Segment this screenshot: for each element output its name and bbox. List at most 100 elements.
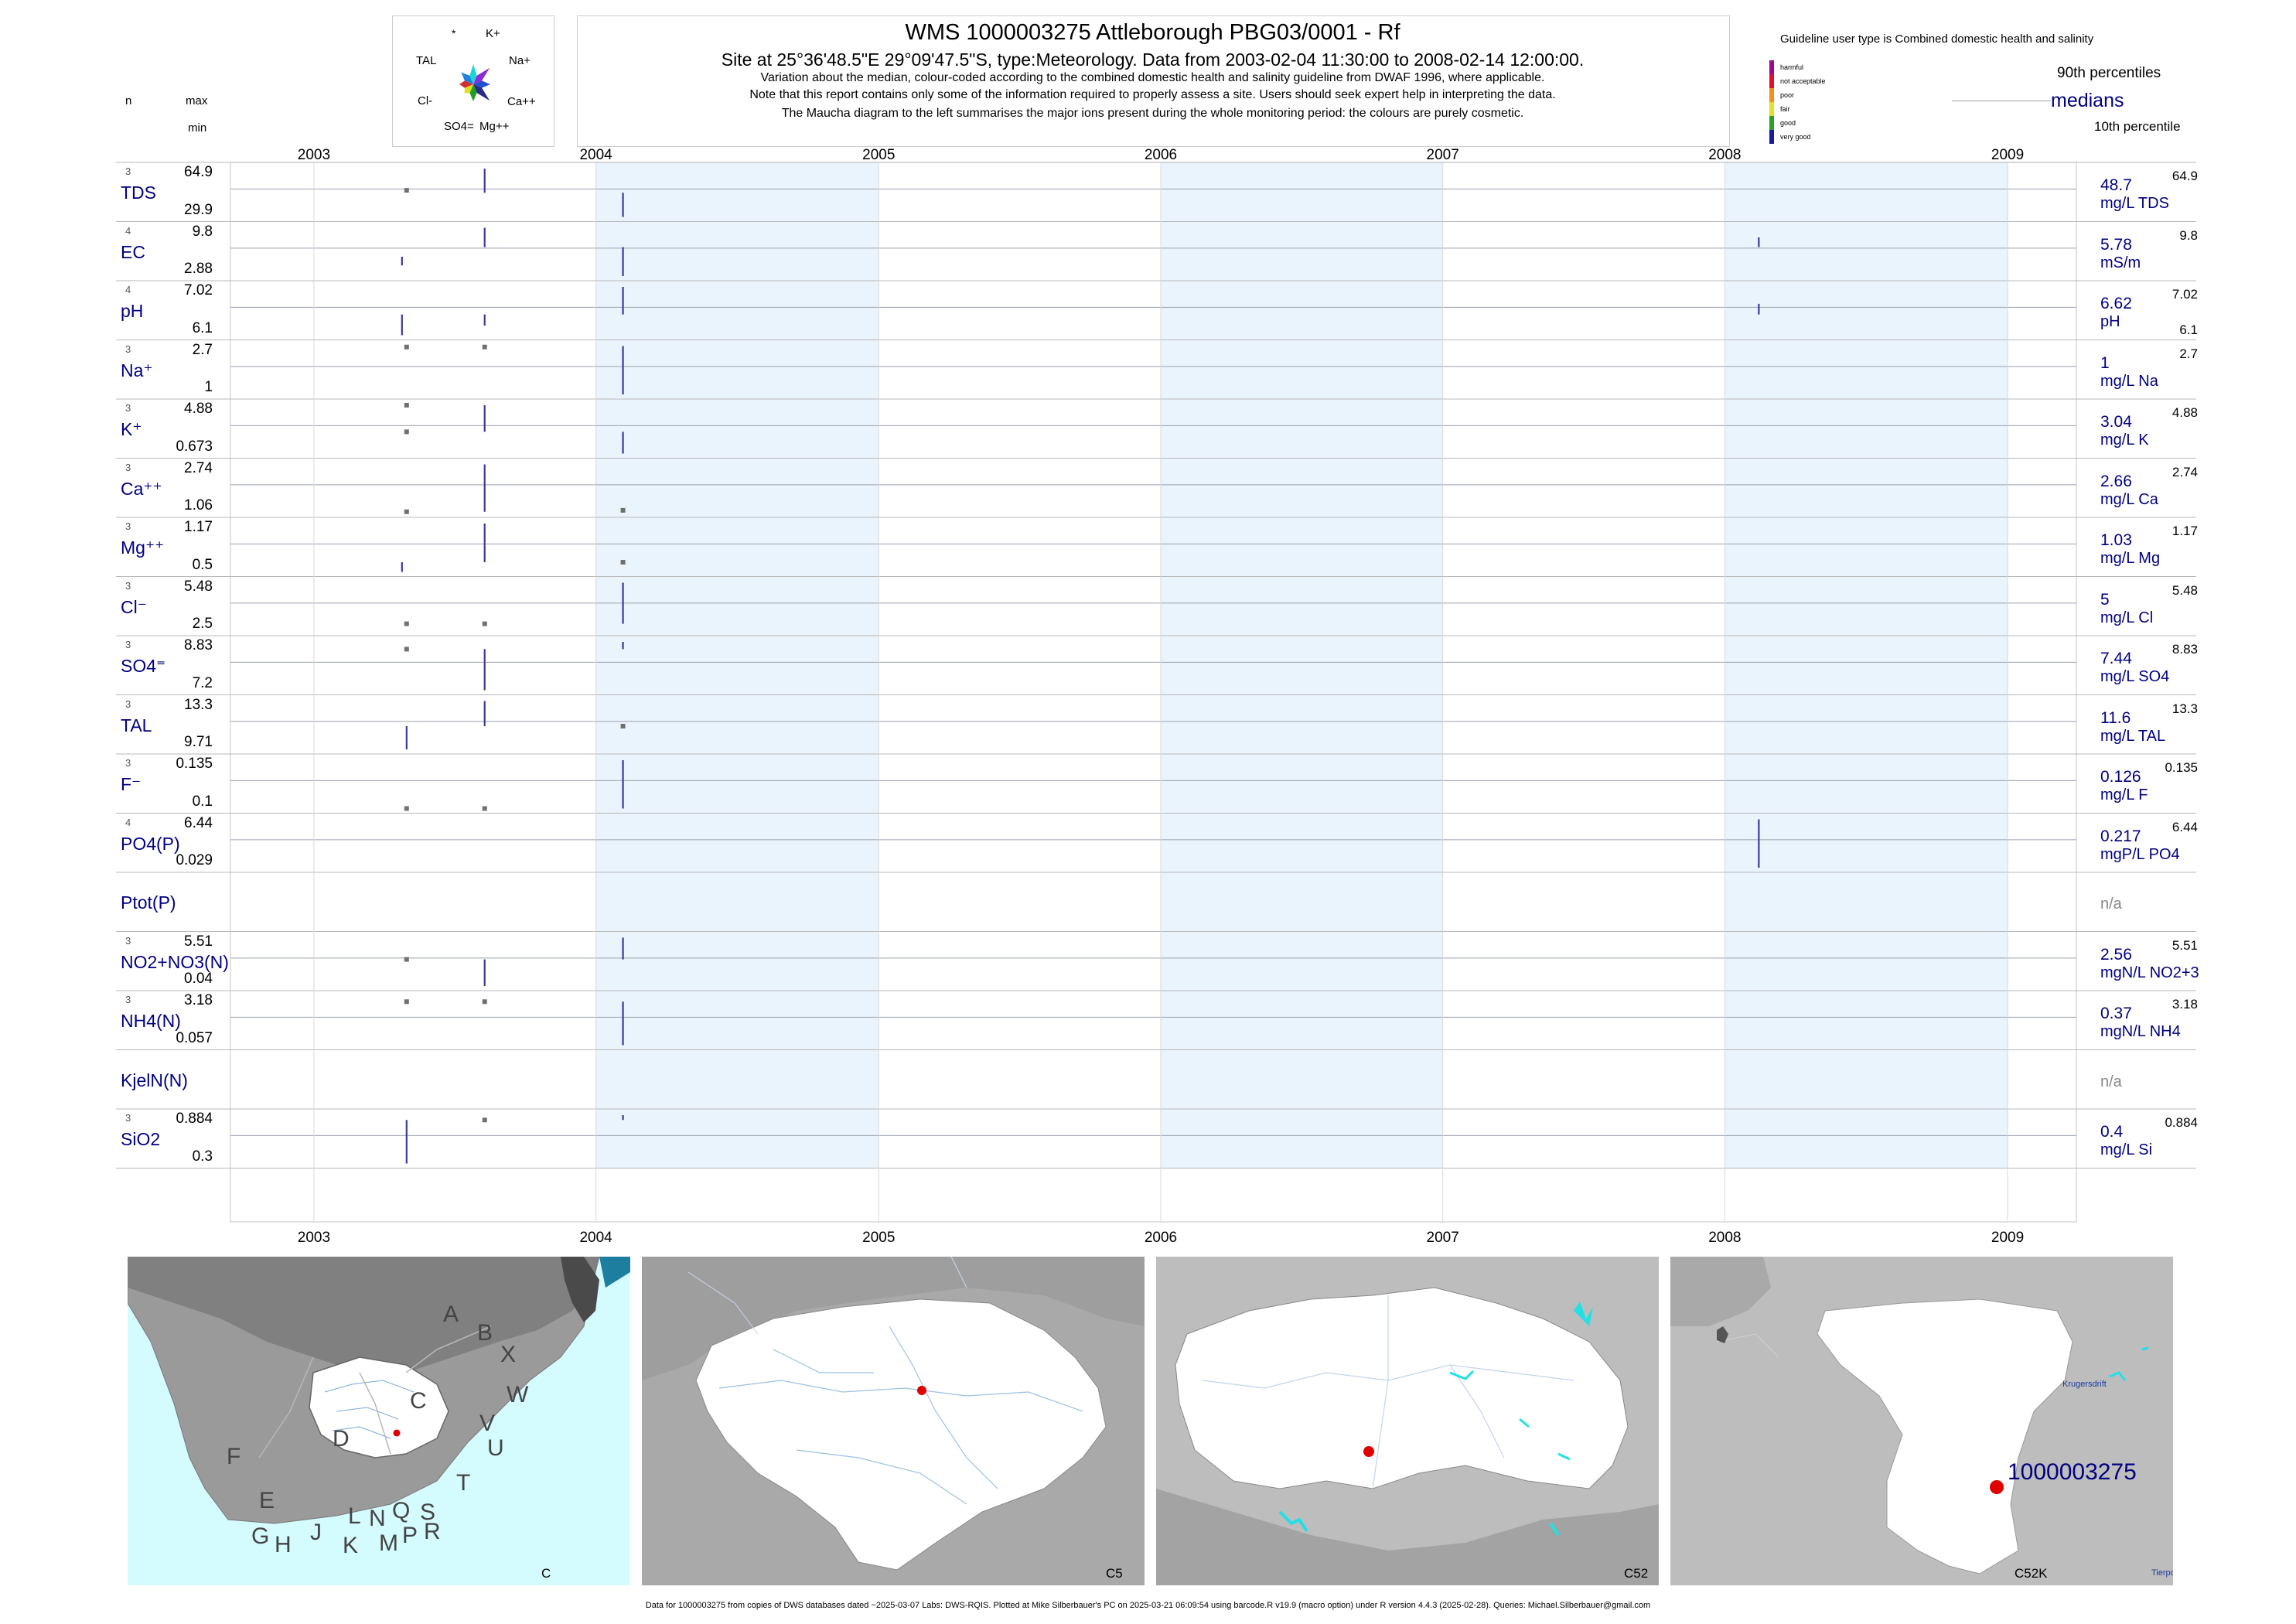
panel-name-po4-p: PO4(P) — [121, 833, 180, 854]
panel-min-k: 0.673 — [176, 438, 213, 455]
guideline-level-not-acceptable: not acceptable — [1780, 77, 1826, 85]
panel-n-po4-p: 4 — [125, 816, 131, 828]
note-3: The Maucha diagram to the left summarise… — [781, 107, 1524, 120]
year-tick-top-2003: 2003 — [298, 147, 330, 163]
panel-p90-tds: 64.9 — [2171, 169, 2198, 183]
map-letter-l: L — [348, 1503, 361, 1529]
panel-n-nh4-n: 3 — [125, 994, 131, 1005]
map-c52: C52 — [1156, 1257, 1659, 1585]
panel-na-kjeln-n: n/a — [2100, 1073, 2122, 1090]
guideline-colour-good — [1769, 116, 1774, 130]
panel-min-na: 1 — [204, 379, 213, 395]
panel-min-tds: 29.9 — [184, 201, 213, 218]
panel-n-na: 3 — [125, 343, 131, 355]
panel-median-nh4-n: 0.37 — [2100, 1005, 2132, 1022]
panel-unit-nh4-n: mgN/L NH4 — [2100, 1023, 2181, 1040]
map-site-marker-c52 — [1363, 1446, 1374, 1457]
year-tick-bottom-2005: 2005 — [862, 1230, 895, 1245]
data-point-tal — [620, 724, 626, 728]
map-town-tierpo: Tierpo — [2151, 1568, 2173, 1578]
data-point-nh4-n — [482, 999, 487, 1005]
maucha-label-tal: TAL — [416, 54, 436, 67]
panel-p90-ec: 9.8 — [2179, 227, 2198, 243]
panel-name-k: K⁺ — [121, 419, 142, 439]
panel-name-cl: Cl⁻ — [121, 596, 147, 617]
panel-name-nh4-n: NH4(N) — [121, 1011, 181, 1031]
strip-chart: 2003 2003 2004 2004 2005 2005 2006 2006 2007 2007… — [116, 147, 2196, 1245]
data-point-nh4-n — [404, 999, 409, 1005]
panel-max-k: 4.88 — [184, 401, 213, 417]
map-letter-p: P — [402, 1523, 418, 1548]
data-point-sio2 — [482, 1117, 487, 1123]
title-box — [577, 15, 1730, 147]
panel-unit-cl: mg/L Cl — [2100, 609, 2154, 626]
shaded-year-2006 — [1160, 162, 1443, 1169]
panel-max-sio2: 0.884 — [176, 1111, 213, 1127]
map-c5: C5 — [642, 1257, 1145, 1585]
panel-max-ec: 9.8 — [192, 223, 213, 240]
guideline-colour-harmful — [1769, 60, 1774, 74]
panel-median-f: 0.126 — [2100, 768, 2141, 786]
map-letter-d: D — [333, 1426, 350, 1452]
year-tick-bottom-2007: 2007 — [1427, 1230, 1459, 1245]
panel-p90-k: 4.88 — [2171, 405, 2198, 420]
panel-min-cl: 2.5 — [192, 616, 213, 632]
footer-note: Data for 1000003275 from copies of DWS d… — [645, 1601, 1651, 1610]
maucha-segment — [469, 84, 477, 101]
year-tick-bottom-2009: 2009 — [1991, 1230, 2024, 1245]
panel-unit-no2-no3-n: mgN/L NO2+3 — [2100, 964, 2199, 981]
maucha-label-na: Na+ — [509, 54, 531, 67]
panel-p90-ph: 7.02 — [2171, 287, 2198, 302]
panel-n-mg: 3 — [125, 520, 131, 532]
panel-min-so4: 7.2 — [192, 674, 213, 691]
year-tick-bottom-2004: 2004 — [579, 1230, 612, 1245]
panel-n-tal: 3 — [125, 698, 131, 710]
panel-p90-f: 0.135 — [2165, 760, 2198, 775]
data-point-f — [482, 806, 487, 811]
panel-median-mg: 1.03 — [2100, 531, 2132, 549]
panel-max-no2-no3-n: 5.51 — [184, 933, 213, 950]
panel-max-cl: 5.48 — [184, 578, 213, 595]
map-letter-u: U — [487, 1435, 504, 1461]
data-point-cl — [482, 621, 487, 626]
shaded-year-2004 — [595, 162, 879, 1169]
panel-p90-so4: 8.83 — [2171, 642, 2198, 657]
panel-p10-ph: 6.1 — [2179, 322, 2198, 337]
maucha-label-k: K+ — [486, 27, 500, 40]
panel-min-po4-p: 0.029 — [176, 852, 213, 868]
panel-median-tal: 11.6 — [2100, 708, 2131, 727]
data-point-mg — [620, 560, 626, 565]
map-letter-a: A — [443, 1302, 459, 1327]
guideline-colour-not-acceptable — [1769, 74, 1774, 88]
site-line: Site at 25°36'48.5"E 29°09'47.5"S, type:… — [721, 49, 1585, 70]
panel-p90-ca: 2.74 — [2171, 464, 2198, 479]
panel-unit-po4-p: mgP/L PO4 — [2100, 845, 2180, 863]
panel-unit-mg: mg/L Mg — [2100, 550, 2161, 567]
map-letter-s: S — [420, 1499, 435, 1525]
map-letter-f: F — [227, 1444, 241, 1469]
panel-n-cl: 3 — [125, 579, 131, 592]
guideline-level-fair: fair — [1780, 105, 1790, 113]
year-tick-top-2006: 2006 — [1145, 147, 1177, 163]
data-point-na — [404, 344, 409, 350]
panel-median-po4-p: 0.217 — [2100, 827, 2141, 845]
panel-median-na: 1 — [2100, 353, 2110, 372]
panel-unit-tal: mg/L TAL — [2100, 727, 2166, 745]
panel-unit-tds: mg/L TDS — [2100, 195, 2169, 212]
data-point-cl — [404, 621, 409, 626]
panel-name-na: Na⁺ — [121, 360, 153, 380]
map-letter-b: B — [477, 1320, 493, 1346]
map-label-c52: C52 — [1624, 1566, 1648, 1581]
year-axis: 2003 2003 2004 2004 2005 2005 2006 2006 2007 2007… — [298, 147, 2024, 1245]
report-title: WMS 1000003275 Attleborough PBG03/0001 -… — [905, 20, 1400, 45]
map-letter-w: W — [507, 1382, 529, 1407]
panel-p90-mg: 1.17 — [2171, 524, 2198, 538]
maucha-label-cl: Cl- — [418, 94, 432, 107]
panel-min-tal: 9.71 — [184, 734, 213, 750]
data-point-tds — [404, 188, 409, 193]
map-town-krugersdrift: Krugersdrift — [2062, 1380, 2107, 1389]
year-tick-bottom-2006: 2006 — [1145, 1230, 1177, 1245]
panel-n-k: 3 — [125, 402, 131, 414]
legend-p10: 10th percentile — [2094, 119, 2181, 134]
panel-n-so4: 3 — [125, 639, 131, 650]
